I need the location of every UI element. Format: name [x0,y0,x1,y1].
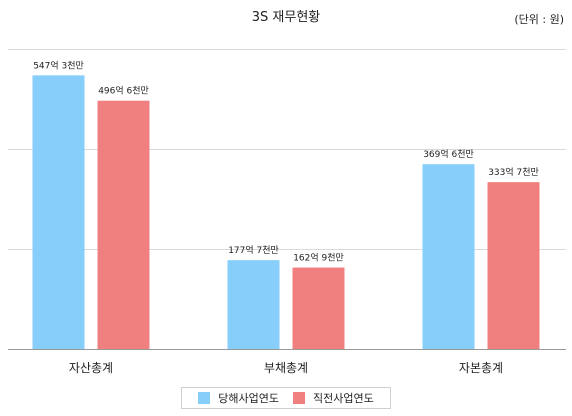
chart-title: 3S 재무현황 [251,10,321,25]
legend-item-current[interactable]: 당해사업연도 [198,390,279,406]
legend-label-previous: 직전사업연도 [313,392,374,405]
legend-label-current: 당해사업연도 [218,392,279,405]
x-tick-label-1: 부채총계 [264,361,308,375]
data-labels: 547억 3천만 496억 6천만 177억 7천만 162억 9천만 369억 6천만… [33,59,539,263]
data-label-previous-0: 496억 6천만 [98,85,149,97]
bar-previous-1 [292,267,345,349]
data-label-current-0: 547억 3천만 [33,59,84,71]
data-label-previous-2: 333억 7천만 [488,166,539,178]
x-tick-label-2: 자본총계 [459,361,503,375]
x-axis: 자산총계 부채총계 자본총계 [8,349,566,375]
data-label-current-1: 177억 7천만 [228,244,279,256]
bar-current-1 [227,260,280,349]
legend-swatch-previous [293,392,305,404]
bar-chart: 547억 3천만 496억 6천만 177억 7천만 162억 9천만 369억 6천만… [8,49,566,375]
x-tick-label-0: 자산총계 [69,361,113,375]
legend: 당해사업연도 직전사업연도 [181,387,391,409]
data-label-current-2: 369억 6천만 [423,148,474,160]
legend-swatch-current [198,392,211,404]
grid-lines [8,49,566,250]
bar-previous-2 [487,182,540,349]
bar-current-0 [32,75,85,349]
data-label-previous-1: 162억 9천만 [293,252,344,264]
legend-item-previous[interactable]: 직전사업연도 [293,390,374,406]
bars [32,75,540,349]
bar-current-2 [422,164,475,349]
bar-previous-0 [97,100,150,349]
unit-label: (단위 : 원) [514,13,564,26]
